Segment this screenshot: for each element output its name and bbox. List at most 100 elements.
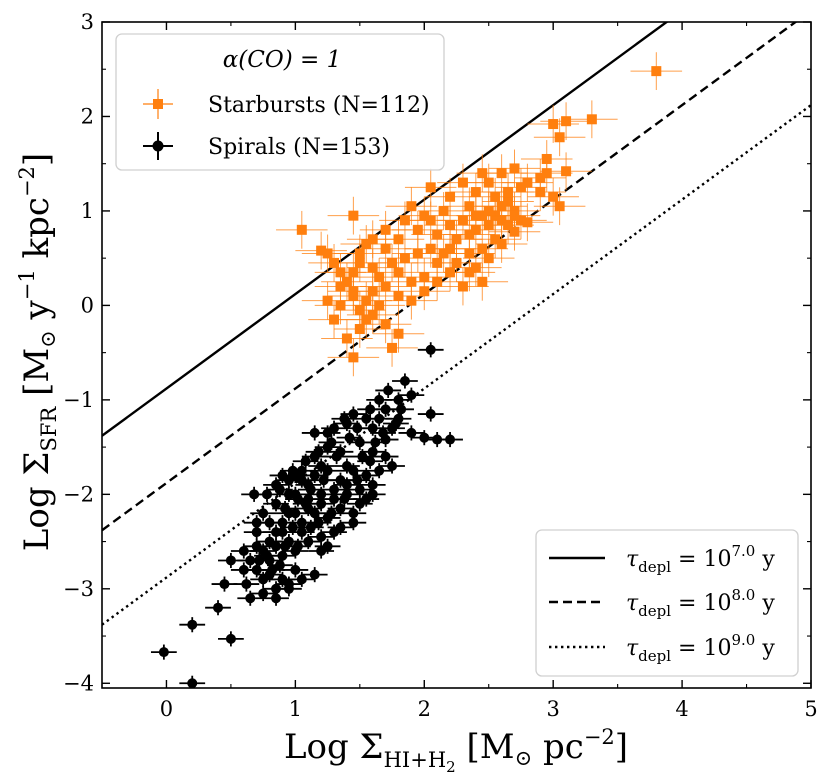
x-axis-title: Log ΣHI+H2 [M⊙ pc−2] (284, 725, 628, 776)
spirals-point (179, 675, 206, 688)
spirals-point (417, 342, 444, 358)
circle-marker (313, 446, 324, 457)
spirals-point (344, 420, 371, 436)
circle-marker (425, 409, 436, 420)
square-marker (509, 210, 520, 221)
x-axis-title-prefix: Log Σ (284, 727, 384, 767)
y-tick-label: 3 (81, 10, 94, 34)
spirals-point (392, 373, 418, 389)
circle-marker (378, 427, 389, 438)
square-marker (412, 224, 423, 235)
square-marker (399, 253, 410, 264)
square-marker (464, 267, 475, 278)
square-marker (561, 166, 572, 177)
spirals-point (340, 515, 367, 531)
starbursts-point (533, 118, 586, 157)
square-marker (348, 286, 359, 297)
spirals-point (323, 448, 350, 465)
y-axis-title-unit-mid: y (17, 299, 57, 330)
starbursts-point (630, 52, 683, 91)
starbursts-point (276, 210, 328, 249)
spirals-point (211, 576, 238, 592)
square-marker (380, 224, 391, 235)
square-marker (451, 234, 462, 245)
spirals-point (318, 434, 345, 450)
square-marker (361, 314, 372, 325)
circle-marker (370, 437, 381, 448)
square-marker (477, 168, 488, 179)
circle-marker (365, 456, 376, 467)
square-marker (445, 243, 456, 254)
spirals-point (344, 472, 371, 488)
x-axis-title-unit-mid: pc (532, 727, 584, 767)
starbursts-point (385, 262, 438, 301)
legend-tau9-label: τdepl = 109.0 y (626, 631, 775, 665)
square-marker (374, 272, 385, 283)
starbursts-point (340, 225, 393, 263)
starbursts-point (385, 187, 438, 226)
spirals-point (308, 486, 335, 502)
y-axis-title-sup1: −1 (15, 269, 39, 300)
square-marker (561, 116, 572, 127)
starbursts-point (340, 300, 393, 339)
square-marker (406, 276, 417, 287)
circle-marker (277, 574, 288, 585)
starbursts-point (301, 281, 354, 320)
x-axis-title-unit-close: ] (615, 727, 628, 767)
square-marker (322, 248, 333, 259)
square-marker (503, 187, 514, 198)
square-marker (464, 229, 475, 240)
square-marker (380, 281, 391, 292)
circle-marker (296, 517, 307, 528)
x-axis-title-sub2: 2 (446, 758, 456, 776)
circle-marker (277, 527, 288, 538)
legend-tau8-mid: = 10 (671, 591, 731, 616)
square-marker (425, 182, 436, 193)
legend-starbursts-marker (153, 99, 163, 109)
circle-marker (225, 555, 236, 566)
spirals-point (353, 491, 380, 507)
starbursts-point (540, 102, 592, 141)
square-marker (341, 276, 352, 287)
square-marker (496, 201, 507, 212)
circle-marker (290, 508, 301, 519)
circle-marker (251, 541, 262, 552)
circle-marker (303, 536, 314, 547)
spirals-point (282, 562, 309, 578)
circle-marker (339, 494, 350, 505)
square-marker (548, 119, 559, 130)
spirals-point (305, 444, 332, 460)
circle-marker (241, 579, 252, 590)
spirals-point (269, 467, 296, 484)
y-tick-label: 1 (81, 199, 94, 223)
spirals-point (310, 472, 337, 488)
y-axis-title-prefix: Log Σ (17, 452, 57, 552)
axis-ticks: 0 1 2 3 4 5 −4 −3 −2 −1 0 1 2 3 (63, 10, 818, 721)
spirals-point (388, 401, 414, 417)
starbursts-point (566, 100, 618, 139)
circle-marker (290, 564, 301, 575)
spirals-point (362, 434, 389, 450)
square-marker (354, 324, 365, 335)
square-marker (522, 217, 533, 228)
circle-marker (316, 531, 327, 542)
line-tau-1e7 (102, 22, 669, 437)
spirals-point (331, 491, 358, 507)
spirals-point (263, 590, 289, 606)
circle-marker (187, 619, 198, 630)
starbursts-point (392, 210, 444, 249)
legend-tau7-prefix: τ (626, 547, 639, 572)
square-marker (464, 201, 475, 212)
circle-marker (399, 375, 410, 386)
spirals-point (205, 600, 231, 616)
circle-marker (318, 475, 329, 486)
circle-marker (292, 541, 303, 552)
starbursts-point (488, 196, 541, 235)
spirals-point (383, 415, 409, 432)
starbursts-point (495, 201, 547, 240)
square-marker (387, 342, 398, 353)
circle-marker (238, 546, 249, 557)
spirals-point (331, 411, 358, 427)
line-tau-1e9 (102, 104, 811, 626)
circle-marker (313, 517, 324, 528)
